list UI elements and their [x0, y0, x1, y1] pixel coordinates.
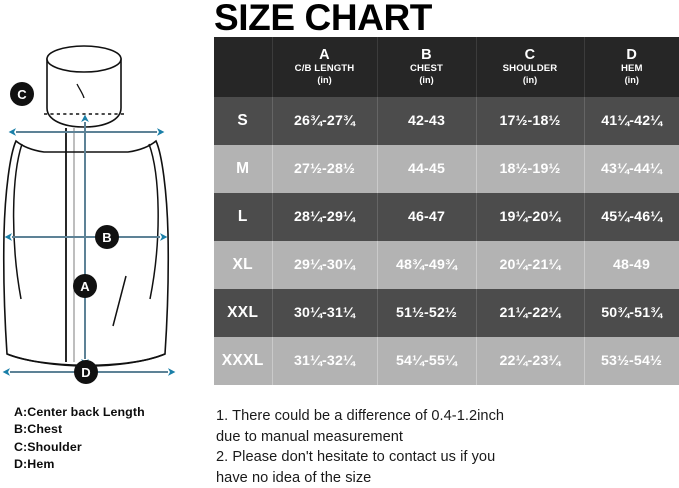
column-name-a: C/B LENGTH: [294, 63, 355, 75]
legend-item-d: D:Hem: [14, 457, 55, 472]
cell-size: M: [214, 145, 273, 193]
column-name-c: SHOULDER: [502, 63, 558, 75]
marker-badge-b: B: [95, 225, 119, 249]
marker-badge-d: D: [74, 360, 98, 384]
cell-hem: 53½-54½: [584, 337, 679, 385]
marker-label-c: C: [17, 87, 27, 102]
legend-item-b: B:Chest: [14, 422, 63, 437]
marker-badge-c: C: [10, 82, 34, 106]
note-line-1: 1. There could be a difference of 0.4-1.…: [216, 408, 505, 424]
table-header: A C/B LENGTH (in) B CHEST (in) C SHOULDE…: [214, 37, 679, 97]
marker-label-a: A: [80, 279, 90, 294]
cell-shoulder: 21¼-22¼: [476, 289, 585, 337]
cell-shoulder: 22¼-23¼: [476, 337, 585, 385]
column-letter-a: A: [319, 47, 330, 64]
column-letter-b: B: [421, 47, 432, 64]
cell-chest: 51½-52½: [377, 289, 477, 337]
cell-size: XXXL: [214, 337, 273, 385]
cell-cb-length: 31¼-32¼: [272, 337, 378, 385]
cell-hem: 43¼-44¼: [584, 145, 679, 193]
cell-chest: 54¼-55¼: [377, 337, 477, 385]
cell-shoulder: 18½-19½: [476, 145, 585, 193]
vest-illustration: C B A D: [2, 45, 176, 384]
cell-hem: 50¾-51¾: [601, 305, 663, 321]
column-letter-d: D: [626, 47, 638, 64]
cell-cb-length: 27½-28½: [272, 145, 378, 193]
cell-size: XXL: [214, 289, 273, 337]
marker-label-b: B: [102, 230, 111, 245]
marker-badge-a: A: [73, 274, 97, 298]
table-row: XXXL 31¼-32¼ 54¼-55¼ 22¼-23¼ 53½-54½: [214, 337, 679, 385]
table-row: XXL 30¼-31¼ 51½-52½ 21¼-22¼ 50¾-51¾: [214, 289, 679, 337]
table-row: M 27½-28½ 44-45 18½-19½ 43¼-44¼: [214, 145, 679, 193]
cell-shoulder: 20¼-21¼: [476, 241, 585, 289]
cell-chest: 48¾-49¾: [377, 241, 477, 289]
note-line-4: have no idea of the size: [216, 469, 372, 486]
vest-diagram-panel: C B A D A:Center back Length B:Chest C:S…: [0, 0, 210, 488]
column-name-d: HEM: [620, 63, 643, 75]
column-header-b: B CHEST (in): [377, 37, 477, 97]
cell-shoulder: 19¼-20¼: [476, 193, 585, 241]
measurement-notes: 1. There could be a difference of 0.4-1.…: [216, 406, 674, 488]
column-header-c: C SHOULDER (in): [476, 37, 585, 97]
cell-chest: 46-47: [377, 193, 477, 241]
cell-cb-length: 26¾-27¾: [272, 97, 378, 145]
size-chart-table: A C/B LENGTH (in) B CHEST (in) C SHOULDE…: [214, 37, 679, 385]
table-row: XL 29¼-30¼ 48¾-49¾ 20¼-21¼ 48-49: [214, 241, 679, 289]
column-unit-c: (in): [522, 74, 538, 85]
cell-cb-length: 29¼-30¼: [272, 241, 378, 289]
measurement-legend: A:Center back Length B:Chest C:Shoulder …: [14, 404, 204, 474]
page-title: SIZE CHART: [214, 0, 433, 38]
column-header-d: D HEM (in): [584, 37, 679, 97]
cell-chest: 44-45: [377, 145, 477, 193]
vest-outline: [2, 128, 170, 367]
column-unit-d: (in): [624, 74, 639, 85]
table-body: S 26¾-27¾ 42-43 17½-18½ 41¼-42¼ M 27½-28…: [214, 97, 679, 385]
legend-item-a: A:Center back Length: [14, 405, 145, 419]
column-header-size: [214, 37, 273, 97]
column-unit-b: (in): [419, 74, 434, 85]
cell-chest: 42-43: [377, 97, 477, 145]
cell-size: S: [214, 97, 273, 145]
column-name-b: CHEST: [409, 63, 443, 75]
cell-shoulder: 17½-18½: [476, 97, 585, 145]
cell-hem: 41¼-42¼: [601, 113, 663, 129]
cell-cb-length: 28¼-29¼: [272, 193, 378, 241]
legend-item-c: C:Shoulder: [14, 439, 82, 454]
column-unit-a: (in): [317, 74, 332, 85]
table-row: S 26¾-27¾ 42-43 17½-18½ 41¼-42¼: [214, 97, 679, 145]
table-header-row: A C/B LENGTH (in) B CHEST (in) C SHOULDE…: [214, 37, 679, 97]
cell-hem: 48-49: [584, 241, 679, 289]
column-letter-c: C: [524, 47, 536, 64]
collar: [46, 45, 122, 128]
table-row: L 28¼-29¼ 46-47 19¼-20¼ 45¼-46¼: [214, 193, 679, 241]
cell-cb-length: 30¼-31¼: [272, 289, 378, 337]
marker-label-d: D: [81, 365, 90, 380]
column-header-a: A C/B LENGTH (in): [272, 37, 378, 97]
cell-hem: 45¼-46¼: [601, 209, 663, 225]
note-line-2: due to manual measurement: [216, 428, 404, 445]
cell-size: XL: [214, 241, 273, 289]
size-chart-panel: SIZE CHART A C/B LENGTH (in) B CHEST (in…: [210, 0, 679, 488]
cell-size: L: [214, 193, 273, 241]
note-line-3: 2. Please don't hesitate to contact us i…: [216, 449, 496, 466]
